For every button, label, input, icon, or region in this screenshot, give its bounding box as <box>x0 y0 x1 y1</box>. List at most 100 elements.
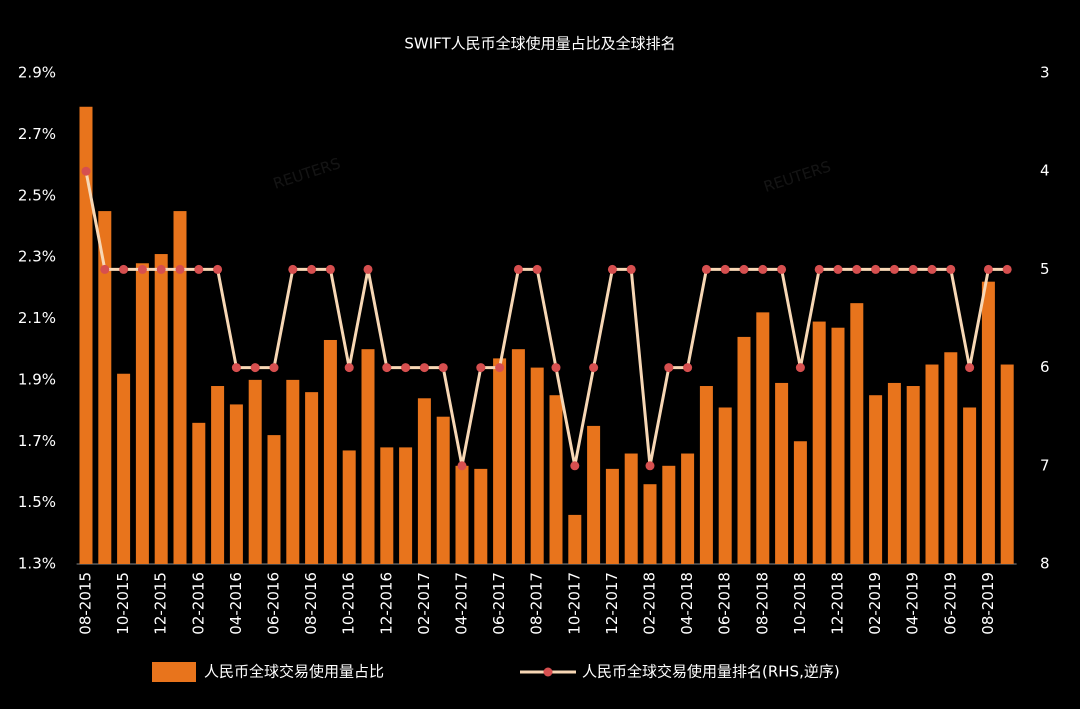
marker <box>382 363 392 373</box>
marker <box>833 264 843 274</box>
bar <box>756 312 770 564</box>
marker <box>739 264 749 274</box>
x-tick-label: 08-2018 <box>753 572 771 635</box>
bar <box>605 468 619 564</box>
y-tick-label: 2.7% <box>18 125 56 143</box>
bar <box>135 263 149 564</box>
marker <box>119 264 129 274</box>
bar <box>417 398 431 564</box>
bar <box>286 379 300 564</box>
x-tick-label: 04-2018 <box>678 572 696 635</box>
bar <box>323 339 337 564</box>
bar <box>173 211 187 564</box>
x-tick-label: 06-2017 <box>490 572 508 635</box>
marker <box>777 264 787 274</box>
marker <box>513 264 523 274</box>
bar <box>380 447 394 564</box>
marker <box>927 264 937 274</box>
marker <box>307 264 317 274</box>
marker <box>683 363 693 373</box>
bar <box>399 447 413 564</box>
marker <box>438 363 448 373</box>
marker <box>889 264 899 274</box>
marker <box>250 363 260 373</box>
y-tick-label: 1.5% <box>18 493 56 511</box>
marker <box>908 264 918 274</box>
marker <box>758 264 768 274</box>
x-tick-label: 08-2016 <box>302 572 320 635</box>
marker <box>419 363 429 373</box>
marker <box>269 363 279 373</box>
y-tick-label: 1.3% <box>18 555 56 573</box>
bar <box>511 349 525 564</box>
bar <box>79 106 93 564</box>
marker <box>194 264 204 274</box>
bar <box>925 364 939 564</box>
x-tick-label: 06-2019 <box>941 572 959 635</box>
y2-tick-label: 6 <box>1040 358 1050 376</box>
marker <box>589 363 599 373</box>
x-tick-label: 12-2018 <box>829 572 847 635</box>
bar <box>737 336 751 564</box>
marker <box>476 363 486 373</box>
marker <box>664 363 674 373</box>
bar <box>229 404 243 564</box>
bar <box>850 303 864 564</box>
chart-title: SWIFT人民币全球使用量占比及全球排名 <box>404 35 675 53</box>
y2-tick-label: 3 <box>1040 64 1050 82</box>
marker <box>871 264 881 274</box>
x-tick-label: 02-2018 <box>641 572 659 635</box>
marker <box>288 264 298 274</box>
x-tick-label: 12-2015 <box>152 572 170 635</box>
bar <box>906 386 920 564</box>
marker <box>231 363 241 373</box>
bar <box>793 441 807 564</box>
bar <box>493 358 507 564</box>
marker <box>213 264 223 274</box>
y2-tick-label: 8 <box>1040 555 1050 573</box>
marker <box>946 264 956 274</box>
y-tick-label: 2.9% <box>18 64 56 82</box>
marker <box>156 264 166 274</box>
bar <box>944 352 958 564</box>
y-tick-label: 2.1% <box>18 309 56 327</box>
marker <box>607 264 617 274</box>
bar <box>530 367 544 564</box>
legend-swatch <box>152 662 196 682</box>
marker <box>570 461 580 471</box>
marker <box>344 363 354 373</box>
marker <box>645 461 655 471</box>
x-tick-label: 02-2017 <box>415 572 433 635</box>
bar <box>699 386 713 564</box>
marker <box>852 264 862 274</box>
bar <box>775 382 789 564</box>
x-tick-label: 08-2015 <box>77 572 95 635</box>
bar <box>211 386 225 564</box>
bar <box>192 422 206 564</box>
x-tick-label: 10-2016 <box>340 572 358 635</box>
y-tick-label: 1.9% <box>18 370 56 388</box>
x-tick-label: 10-2015 <box>114 572 132 635</box>
bar <box>887 382 901 564</box>
marker <box>457 461 467 471</box>
marker <box>401 363 411 373</box>
x-tick-label: 06-2018 <box>716 572 734 635</box>
bar <box>624 453 638 564</box>
marker <box>983 264 993 274</box>
x-tick-label: 04-2017 <box>453 572 471 635</box>
bar <box>1000 364 1014 564</box>
x-tick-label: 06-2016 <box>265 572 283 635</box>
bar <box>568 514 582 564</box>
bar <box>587 425 601 564</box>
marker <box>814 264 824 274</box>
bar <box>681 453 695 564</box>
legend-label: 人民币全球交易使用量排名(RHS,逆序) <box>582 663 840 681</box>
bar <box>117 373 131 564</box>
bar <box>981 281 995 564</box>
y-tick-label: 2.5% <box>18 186 56 204</box>
x-tick-label: 04-2016 <box>227 572 245 635</box>
x-tick-label: 12-2017 <box>603 572 621 635</box>
bar <box>361 349 375 564</box>
